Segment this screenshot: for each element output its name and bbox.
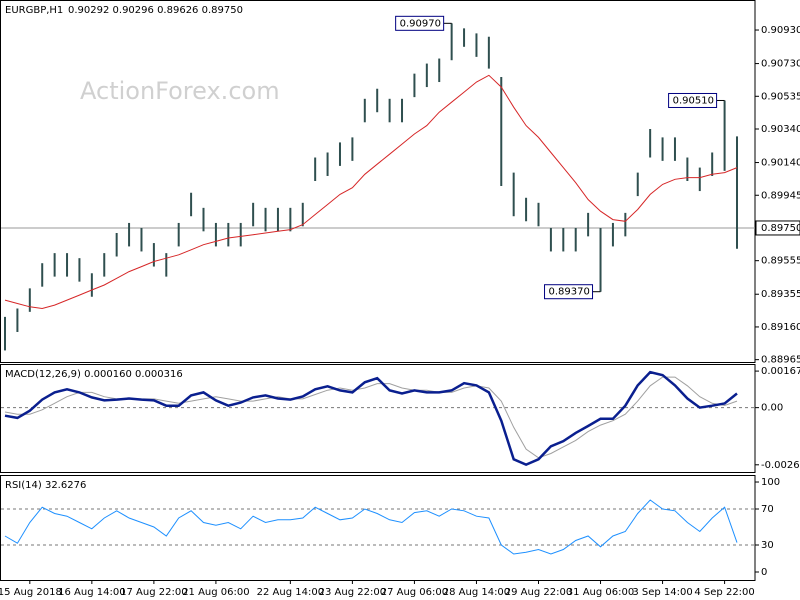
x-tick-label: 16 Aug 14:00 (58, 587, 125, 598)
current-price-label: 0.89750 (761, 223, 800, 234)
y-tick-label: 70 (761, 504, 774, 515)
y-tick-label: 0.90930 (761, 25, 800, 36)
panel-title: RSI(14) 32.6276 (5, 480, 86, 491)
annotation-box (668, 92, 718, 108)
x-tick-label: 29 Aug 22:00 (505, 587, 572, 598)
y-tick-label: 0.89945 (761, 190, 800, 201)
y-tick-label: 0 (761, 567, 767, 578)
y-tick-label: 0.88965 (761, 355, 800, 366)
panel-title: MACD(12,26,9) 0.000160 0.000316 (5, 369, 183, 380)
annotation-box (544, 284, 594, 300)
x-tick-label: 23 Aug 22:00 (319, 587, 386, 598)
x-tick-label: 3 Sep 14:00 (632, 587, 692, 598)
panel-subtitle: 0.90292 0.90296 0.89626 0.89750 (68, 5, 243, 16)
y-tick-label: -0.00262 (761, 460, 800, 471)
current-price-box (755, 220, 800, 236)
x-tick-label: 4 Sep 22:00 (694, 587, 754, 598)
y-tick-label: 0.90730 (761, 59, 800, 70)
x-tick-label: 17 Aug 22:00 (120, 587, 187, 598)
x-tick-label: 21 Aug 06:00 (182, 587, 249, 598)
x-tick-label: 31 Aug 06:00 (567, 587, 634, 598)
annotation-label: 0.90970 (400, 18, 441, 29)
watermark: ActionForex.com (80, 77, 280, 105)
x-tick-label: 22 Aug 14:00 (257, 587, 324, 598)
indicator-line (4, 370, 738, 466)
y-tick-label: 0.89160 (761, 322, 800, 333)
y-tick-label: 100 (761, 477, 780, 488)
annotation-box (395, 15, 445, 31)
y-tick-label: 0.89555 (761, 256, 800, 267)
y-tick-label: 0.89355 (761, 289, 800, 300)
y-tick-label: 0.001675 (761, 366, 800, 377)
x-tick-label: 27 Aug 06:00 (381, 587, 448, 598)
y-tick-label: 0.90340 (761, 124, 800, 135)
y-tick-label: 0.90140 (761, 158, 800, 169)
x-tick-label: 28 Aug 14:00 (443, 587, 510, 598)
y-tick-label: 0.90535 (761, 91, 800, 102)
indicator-line (4, 74, 738, 310)
panel-frame (0, 364, 756, 473)
annotation-label: 0.90510 (673, 95, 714, 106)
y-tick-label: 0.00 (761, 403, 783, 414)
panel-title: EURGBP,H1 (5, 5, 63, 16)
x-tick-label: 15 Aug 2018 (0, 587, 62, 598)
panel-frame (0, 475, 756, 581)
annotation-label: 0.89370 (549, 287, 590, 298)
panel-frame (0, 0, 756, 363)
y-tick-label: 30 (761, 540, 774, 551)
indicator-line (4, 499, 738, 555)
